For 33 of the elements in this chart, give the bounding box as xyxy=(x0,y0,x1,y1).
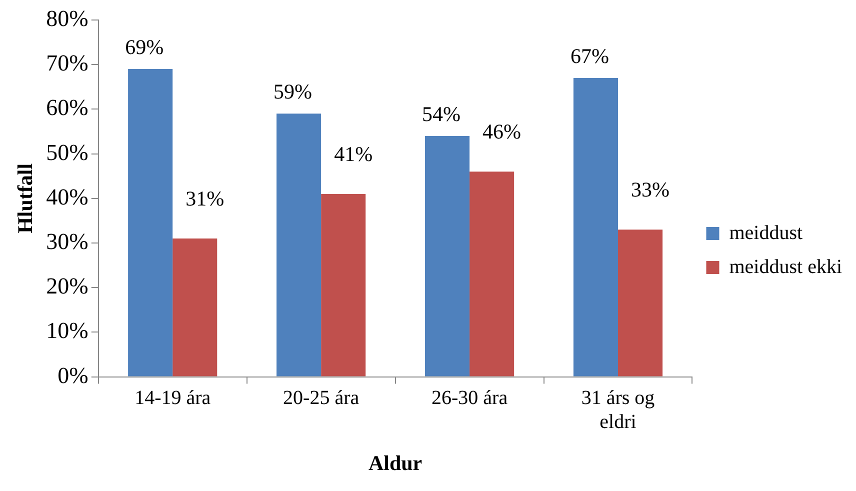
data-label: 67% xyxy=(570,44,609,68)
bar xyxy=(276,114,322,376)
y-tick-label: 60% xyxy=(46,95,88,120)
y-tick-label: 10% xyxy=(46,318,88,344)
bar xyxy=(573,78,618,376)
legend-label: meiddust xyxy=(729,222,804,244)
x-tick-label: 20-25 ára xyxy=(283,387,360,410)
bar xyxy=(618,230,663,376)
x-tick-label: 31 árs og eldri xyxy=(581,387,655,434)
data-label: 69% xyxy=(125,35,164,60)
y-tick-label: 20% xyxy=(46,274,88,299)
y-tick-label: 70% xyxy=(46,50,88,76)
y-tick-label: 50% xyxy=(46,140,88,165)
x-tick-label: 26-30 ára xyxy=(431,387,508,410)
data-label: 59% xyxy=(274,80,312,104)
x-axis-title: Aldur xyxy=(368,450,422,475)
bar xyxy=(424,136,470,376)
y-tick-label: 40% xyxy=(46,184,88,210)
bar xyxy=(172,238,218,376)
y-tick-label: 30% xyxy=(46,229,88,254)
y-tick-label: 0% xyxy=(58,362,88,388)
data-label: 33% xyxy=(631,178,670,202)
y-axis-title: Hlutfall xyxy=(13,163,38,234)
x-tick-label: 14-19 ára xyxy=(134,387,211,410)
data-label: 54% xyxy=(422,102,461,126)
data-label: 31% xyxy=(186,186,224,211)
y-tick-label: 80% xyxy=(46,6,88,32)
bar xyxy=(470,172,514,376)
legend-label: meiddust ekki xyxy=(729,256,842,278)
data-label: 41% xyxy=(334,142,373,166)
data-label: 46% xyxy=(482,120,522,144)
bar xyxy=(128,69,173,376)
bar xyxy=(321,194,366,376)
